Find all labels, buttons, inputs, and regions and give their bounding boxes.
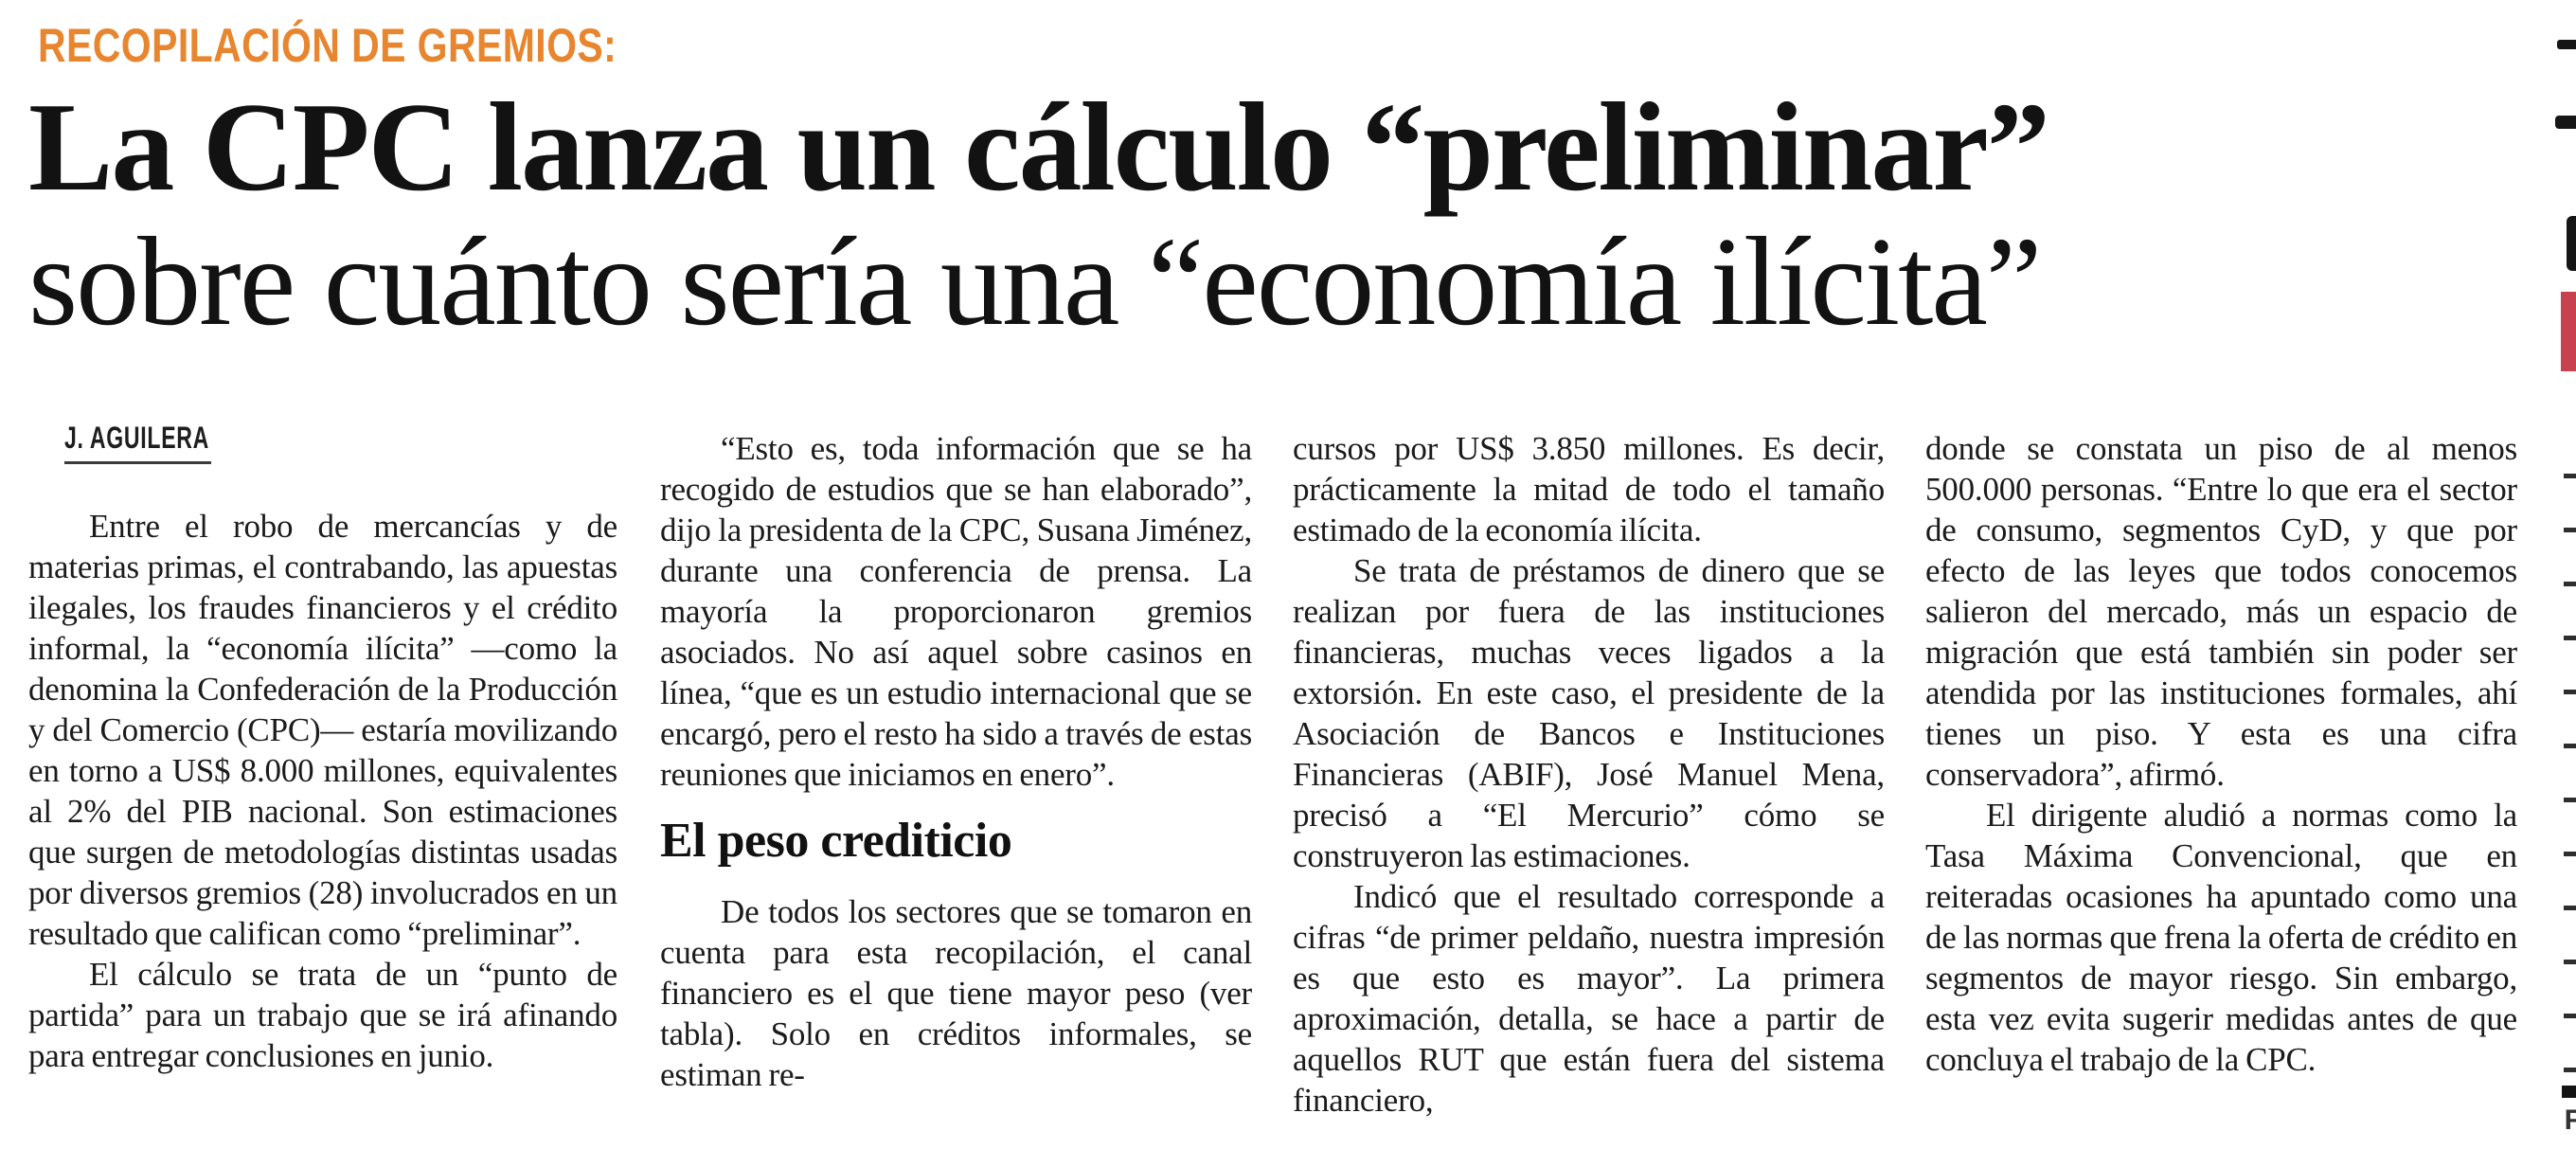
- red-marker: [2561, 292, 2576, 371]
- paragraph: Se trata de préstamos de dinero que se r…: [1293, 552, 1885, 874]
- adjacent-column-letter-fragment: F: [2564, 1104, 2576, 1136]
- adjacent-column-fragment: [2555, 116, 2576, 129]
- article-column-4: donde se constata un piso de al menos 50…: [1925, 428, 2517, 1080]
- byline: J. AGUILERA: [64, 421, 209, 455]
- article-kicker: RECOPILACIÓN DE GREMIOS:: [38, 19, 617, 72]
- paragraph-continuation: cursos por US$ 3.850 millones. Es decir,…: [1293, 430, 1885, 548]
- article-column-3: cursos por US$ 3.850 millones. Es decir,…: [1293, 428, 1885, 1121]
- headline-line-1: La CPC lanza un cálculo “preliminar”: [28, 77, 2050, 217]
- paragraph: “Esto es, toda información que se ha rec…: [660, 430, 1252, 793]
- paragraph: El cálculo se trata de un “punto de part…: [28, 956, 617, 1074]
- adjacent-column-dash-fragments: [2564, 474, 2576, 1099]
- article-column-2: “Esto es, toda información que se ha rec…: [660, 428, 1252, 1095]
- adjacent-column-fragment: [2557, 40, 2576, 49]
- headline-line-2: sobre cuánto sería una “economía ilícita…: [28, 211, 2042, 351]
- section-subhead: El peso crediticio: [660, 814, 1012, 868]
- adjacent-column-fragment: [2567, 216, 2576, 271]
- paragraph: Entre el robo de mercancías y de materia…: [28, 508, 617, 952]
- paragraph-continuation: donde se constata un piso de al menos 50…: [1925, 430, 2517, 793]
- paragraph: El dirigente aludió a normas como la Tas…: [1925, 797, 2517, 1078]
- article-column-1: Entre el robo de mercancías y de materia…: [28, 506, 617, 1076]
- byline-underline: J. AGUILERA: [64, 422, 211, 464]
- paragraph: De todos los sectores que se tomaron en …: [660, 893, 1252, 1093]
- paragraph: Indicó que el resultado corresponde a ci…: [1293, 878, 1885, 1119]
- article-headline: La CPC lanza un cálculo “preliminar” sob…: [28, 77, 2050, 351]
- adjacent-column-fragment: [2562, 1086, 2576, 1098]
